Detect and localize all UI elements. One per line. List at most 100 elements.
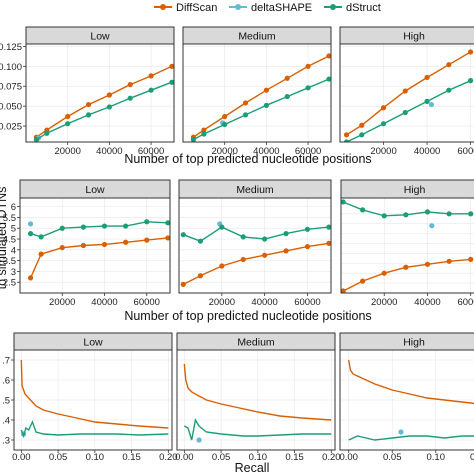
legend-label-dstruct: dStruct xyxy=(346,2,381,14)
row2-low-series xyxy=(27,219,170,281)
row1-medium-diffscan-point-7 xyxy=(326,53,331,59)
row2-low-diffscan-point-7 xyxy=(165,235,170,241)
row1-low-y-tick-label-1: 0.050 xyxy=(0,102,22,113)
row2-low-dstruct-point-0 xyxy=(27,231,34,237)
row3-low-panel: Low 0.00 0.05 0.10 0.15 0.20 .3 .4 .5 .6 .7 xyxy=(2,332,178,463)
row1-low-panel: Low 20000 40000 60000 0.025 0.050 0.075 0.100 0.… xyxy=(0,26,175,157)
row1-low-x-tick-label-0: 20000 xyxy=(54,146,80,157)
row3-low-dstruct-line xyxy=(20,420,169,439)
row3-low-x-tick-label-3: 0.15 xyxy=(122,452,141,463)
row3-low-series xyxy=(20,359,169,439)
row1-medium-dstruct-point-2 xyxy=(222,121,228,128)
row1-high-x-tick-label-1: 40000 xyxy=(414,146,440,157)
row3-high-panel: High 0.00 0.05 0.10 0.15 xyxy=(339,332,474,463)
row1-medium-background xyxy=(183,44,331,142)
row1-high-x-tick-label-0: 20000 xyxy=(370,146,396,157)
row2-low-diffscan-point-2 xyxy=(59,245,65,251)
row2-medium-x-tick-label-0: 20000 xyxy=(209,297,235,308)
row2-medium-dstruct-point-2 xyxy=(219,224,225,230)
row2-high-diffscan-point-6 xyxy=(468,256,474,262)
row1-high-dstruct-point-1 xyxy=(359,132,365,138)
row2-low-diffscan-point-5 xyxy=(123,239,129,245)
row1-medium-dstruct-point-1 xyxy=(201,131,207,137)
row1-high-dstruct-point-6 xyxy=(467,78,474,84)
row2-high-diffscan-point-1 xyxy=(360,278,366,284)
row1-medium-diffscan-point-1 xyxy=(201,127,207,133)
row1-low-border xyxy=(25,43,175,143)
row1-medium-dstruct-point-3 xyxy=(242,112,249,118)
row2-low-y-tick-label-2: 3.5 xyxy=(3,256,16,267)
row2-low-diffscan-point-3 xyxy=(80,242,86,249)
row2-medium-border xyxy=(178,197,332,294)
row3-low-diffscan-line xyxy=(20,359,169,429)
row2-high-dstruct-point-1 xyxy=(360,207,366,213)
row1-medium-series xyxy=(190,53,331,142)
row2-low-dstruct-point-3 xyxy=(80,224,86,230)
row2-low-diffscan-point-4 xyxy=(101,241,108,248)
row2-high-background xyxy=(341,198,474,293)
row1-low-dstruct-point-3 xyxy=(85,112,92,118)
row2-medium-diffscan-point-6 xyxy=(304,243,311,250)
row1-x-axis-title: Number of top predicted nucleotide posit… xyxy=(124,152,371,166)
row2-medium-dstruct-point-1 xyxy=(197,238,204,244)
row2-low-deltashape-point-0 xyxy=(27,221,34,227)
row2-low-dstruct-point-7 xyxy=(165,220,170,226)
row1-high-diffscan-point-5 xyxy=(446,62,452,68)
row3-high-series xyxy=(348,359,474,441)
row3-low-y-tick-label-4: .7 xyxy=(2,356,10,367)
row2-low-grid xyxy=(20,198,170,293)
row1-low-diffscan-line xyxy=(36,65,173,138)
row2-high-panel: High 20000 40000 60000 xyxy=(340,179,474,308)
row3-low-y-tick-label-0: .3 xyxy=(2,436,10,447)
row2-low-border xyxy=(19,197,171,294)
row3-low-x-tick-label-2: 0.10 xyxy=(86,452,105,463)
row2-low-y-tick-label-0: 2.5 xyxy=(3,278,16,289)
row2-high-diffscan-point-2 xyxy=(381,270,387,276)
row2-low-dstruct-point-6 xyxy=(144,219,150,225)
row3-low-y-tick-label-3: .6 xyxy=(2,376,10,387)
row2-low-diffscan-line xyxy=(29,237,168,279)
row1-high-border xyxy=(339,43,474,143)
row1-high-dstruct-point-2 xyxy=(380,121,387,127)
row2-low-dstruct-point-4 xyxy=(101,223,108,229)
row1-high-diffscan-point-2 xyxy=(380,105,387,111)
row1-low-dstruct-point-2 xyxy=(65,121,71,127)
row2-low-y-tick-label-5: 5 xyxy=(11,224,16,235)
row3-low-strip-label: Low xyxy=(83,337,103,349)
row2-high-series xyxy=(341,199,474,293)
row2-medium-diffscan-point-0 xyxy=(180,281,186,287)
row1-low-strip-label: Low xyxy=(90,31,110,43)
row1-medium-dstruct-point-0 xyxy=(190,137,197,142)
row3-low-x-tick-label-1: 0.05 xyxy=(49,452,68,463)
row2-high-dstruct-point-2 xyxy=(381,213,387,219)
row2-y-axis-title: to simulated DTNs xyxy=(0,187,9,290)
row2-medium-dstruct-line xyxy=(183,226,329,242)
row1-low-diffscan-point-7 xyxy=(169,63,174,69)
row2-high-diffscan-point-4 xyxy=(424,261,431,267)
row1-low-dstruct-point-0 xyxy=(33,137,40,142)
row1-high-dstruct-point-3 xyxy=(402,109,408,116)
row2-low-y-tick-label-1: 3 xyxy=(11,267,16,278)
row1-high-diffscan-point-0 xyxy=(343,132,350,138)
row1-low-diffscan-point-5 xyxy=(127,82,133,88)
legend: DiffScan deltaSHAPE dStruct xyxy=(154,2,381,14)
row1-low-grid xyxy=(26,44,174,142)
row2-low-dstruct-point-5 xyxy=(123,223,129,229)
row2-high-x-tick-label-2: 60000 xyxy=(457,297,474,308)
row1-high-background xyxy=(340,44,474,142)
row1-low-dstruct-point-5 xyxy=(127,95,133,101)
row1-medium-dstruct-line xyxy=(193,78,330,141)
row2-low-y-tick-label-4: 4.5 xyxy=(3,235,16,246)
row1-high-diffscan-point-6 xyxy=(467,49,474,55)
row1-medium-x-tick-label-1: 40000 xyxy=(253,146,279,157)
legend-marker-deltashape xyxy=(235,4,241,10)
row1-low-diffscan-point-2 xyxy=(65,113,71,120)
row3-low-x-tick-label-4: 0.20 xyxy=(159,452,178,463)
row3-medium-x-tick-label-3: 0.15 xyxy=(285,452,304,463)
row3-high-x-tick-label-2: 0.10 xyxy=(427,452,446,463)
row2-medium-diffscan-point-2 xyxy=(219,263,225,269)
legend-label-diffscan: DiffScan xyxy=(176,2,217,14)
row2-high-dstruct-point-0 xyxy=(341,199,346,205)
row2-x-axis-title: Number of top predicted nucleotide posit… xyxy=(124,309,371,323)
row1-medium-diffscan-point-5 xyxy=(284,75,290,81)
